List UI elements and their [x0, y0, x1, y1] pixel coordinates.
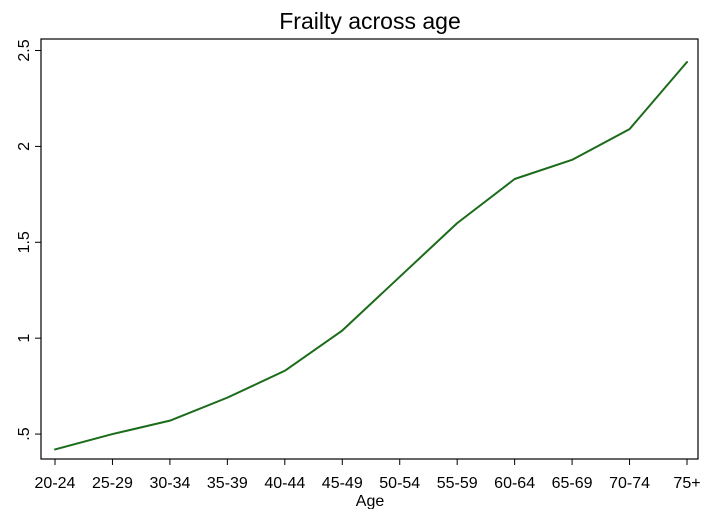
x-tick-label: 20-24	[35, 475, 76, 492]
x-tick-label: 60-64	[494, 475, 535, 492]
x-tick-label: 25-29	[92, 475, 133, 492]
x-tick-label: 70-74	[609, 475, 650, 492]
y-tick-label: 2	[16, 142, 33, 151]
y-tick-label: 1	[16, 334, 33, 343]
y-tick-label: .5	[16, 427, 33, 440]
y-axis: .5 1 1.5 2 2.5	[16, 39, 41, 441]
chart-title: Frailty across age	[279, 8, 461, 34]
series-line-0	[54, 61, 688, 451]
y-tick-label: 1.5	[16, 231, 33, 253]
x-tick-label: 55-59	[437, 475, 478, 492]
y-tick-label: 2.5	[16, 39, 33, 61]
series-layer	[54, 61, 688, 451]
x-tick-label: 75+	[673, 475, 700, 492]
x-tick-label: 30-34	[149, 475, 190, 492]
x-axis: 20-24 25-29 30-34 35-39 40-44 45-49 50-54 55-59…	[35, 459, 701, 492]
x-axis-title: Age	[356, 493, 385, 509]
x-tick-label: 35-39	[207, 475, 248, 492]
plot-frame	[40, 38, 699, 460]
x-tick-label: 40-44	[264, 475, 305, 492]
x-tick-label: 50-54	[379, 475, 420, 492]
x-tick-label: 45-49	[322, 475, 363, 492]
x-tick-label: 65-69	[552, 475, 593, 492]
